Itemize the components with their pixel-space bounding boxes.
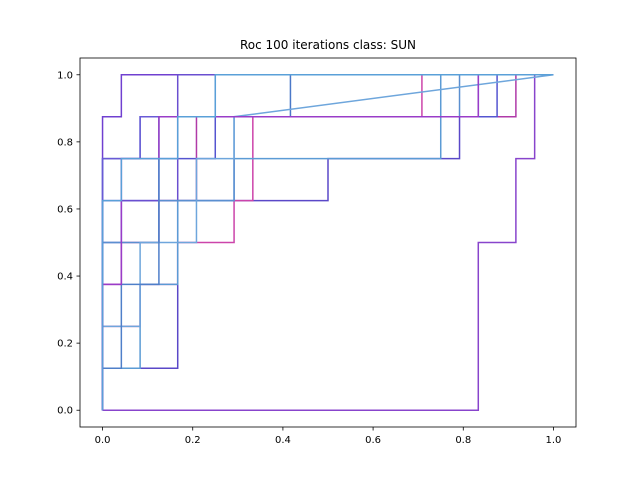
y-tick-label: 0.8 xyxy=(57,137,73,148)
roc-curve-1 xyxy=(102,74,554,411)
plot-frame xyxy=(79,57,577,428)
y-tick-label: 1.0 xyxy=(57,70,73,81)
series-layer xyxy=(101,74,554,411)
y-tick-label: 0.4 xyxy=(57,272,73,283)
chart-title: Roc 100 iterations class: SUN xyxy=(240,38,416,52)
y-tick-label: 0.6 xyxy=(57,204,73,215)
x-tick-label: 0.0 xyxy=(95,435,111,446)
x-tick-label: 0.8 xyxy=(455,435,471,446)
x-axis: 0.0 0.2 0.4 0.6 0.8 1.0 xyxy=(95,427,562,446)
x-tick-label: 1.0 xyxy=(546,435,562,446)
roc-curve-15 xyxy=(101,74,554,411)
y-tick-label: 0.2 xyxy=(57,339,73,350)
x-tick-label: 0.4 xyxy=(275,435,291,446)
x-tick-label: 0.6 xyxy=(365,435,381,446)
y-tick-label: 0.0 xyxy=(57,406,73,417)
y-axis: 0.0 0.2 0.4 0.6 0.8 1.0 xyxy=(57,70,80,417)
x-tick-label: 0.2 xyxy=(185,435,201,446)
roc-curve-11 xyxy=(101,74,554,411)
